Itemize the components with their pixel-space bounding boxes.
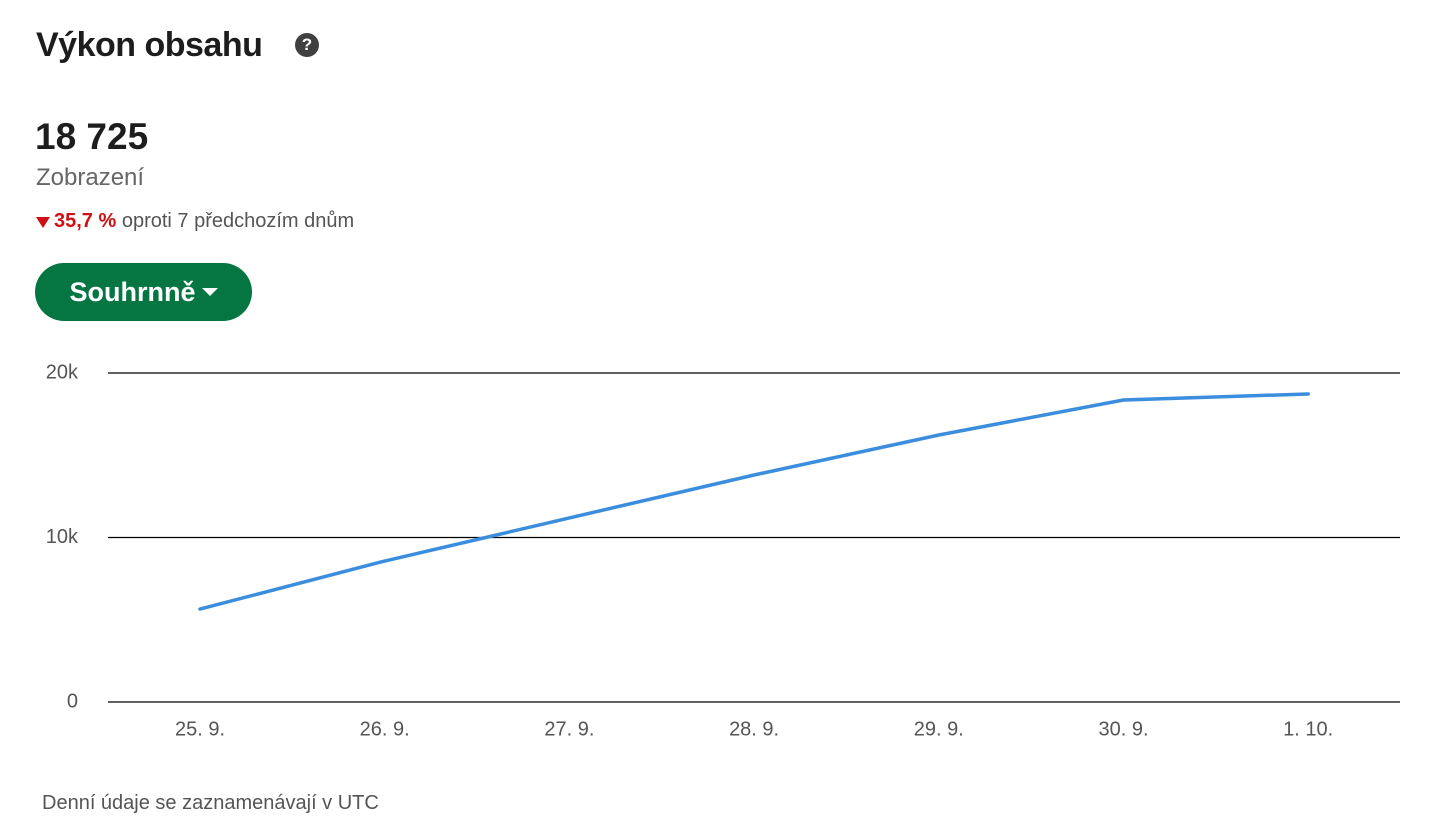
- x-tick-label: 25. 9.: [175, 718, 225, 740]
- help-icon[interactable]: ?: [295, 33, 319, 57]
- line: [198, 392, 1310, 611]
- x-tick-label: 1. 10.: [1283, 718, 1333, 740]
- caret: [201, 288, 218, 296]
- metric-value: 18 725: [35, 116, 149, 157]
- button-label: Souhrnně: [69, 276, 196, 307]
- chart: 0 10k 20k 25. 9. 26. 9. 27. 9. 28. 9. 29. 9. 30.…: [46, 361, 1400, 740]
- x-tick-label: 29. 9.: [914, 718, 964, 740]
- dropdown-button[interactable]: Souhrnně: [35, 263, 252, 321]
- metric-label: Zobrazení: [36, 164, 145, 191]
- x-tick-label: 30. 9.: [1098, 718, 1148, 740]
- x-tick-label: 28. 9.: [729, 718, 779, 740]
- x-tick-label: 26. 9.: [360, 718, 410, 740]
- change-text: oproti 7 předchozím dnům: [121, 210, 355, 232]
- x-tick-label: 27. 9.: [544, 718, 594, 740]
- title: Výkon obsahu: [36, 26, 263, 64]
- y-tick-label: 10k: [46, 526, 79, 548]
- change: 35,7 % oproti 7 předchozím dnům: [36, 210, 354, 233]
- footnote: Denní údaje se zaznamenávají v UTC: [42, 792, 379, 814]
- y-tick-label: 20k: [46, 361, 79, 383]
- down-arrow: [36, 216, 50, 228]
- y-tick-label: 0: [67, 690, 78, 712]
- change-value: 35,7 %: [54, 210, 117, 232]
